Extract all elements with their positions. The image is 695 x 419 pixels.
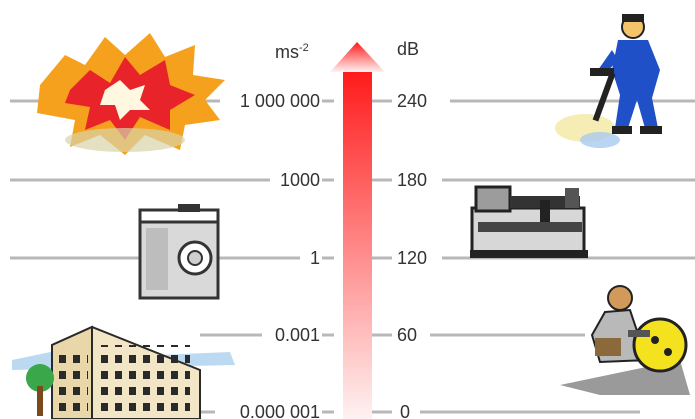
accel-label-1: 1 000 000 [239,91,320,111]
accel-unit-label: ms-2 [275,38,309,62]
db-unit-label: dB [397,39,420,59]
accel-label-5: 0.000 001 [239,402,320,419]
db-label-3: 120 [397,248,428,268]
apartment-building-icon [12,325,235,419]
scale-arrow [330,42,385,419]
db-label-1: 240 [397,91,428,111]
explosion-icon [37,33,225,155]
jackhammer-worker-icon [555,14,662,148]
lathe-machine-icon [470,185,588,258]
arrow-head [330,42,385,72]
worker-with-grinder-icon [560,285,690,395]
accel-unit: ms [275,42,299,62]
accel-label-2: 1000 [279,170,320,190]
scale-ticks [322,99,392,414]
accel-unit-exponent: -2 [299,42,309,54]
washing-machine-icon [138,204,220,300]
db-label-4: 60 [397,325,418,345]
db-label-5: 0 [400,402,411,419]
accel-label-3: 1 [309,248,320,268]
db-label-2: 180 [397,170,428,190]
accel-label-4: 0.001 [274,325,320,345]
right-level-lines [420,99,695,414]
